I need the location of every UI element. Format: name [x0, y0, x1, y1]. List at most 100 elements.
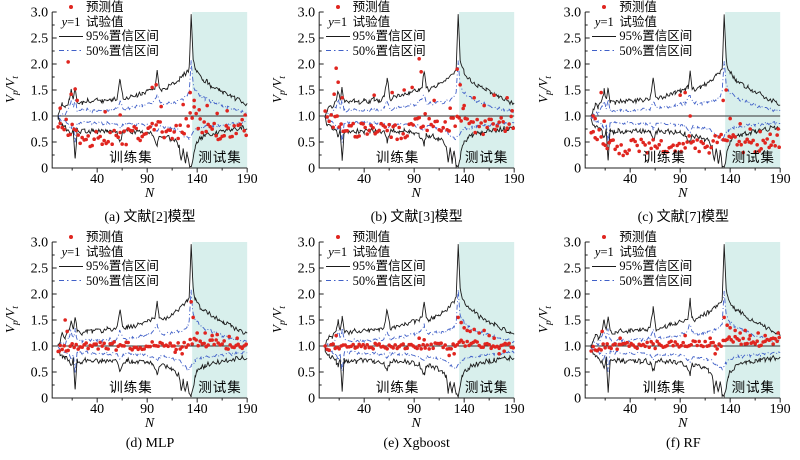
test-set-label: 测试集 [198, 380, 242, 395]
legend-label: 50%置信区间 [86, 273, 159, 288]
ci95-line-icon [589, 35, 619, 37]
prediction-dot-icon [56, 5, 86, 10]
plot-svg: 40 90 140 190 0 0.5 1.0 1.5 2.0 2.5 3.0 [564, 6, 791, 188]
y-axis-label: Vp/Vt [269, 76, 288, 103]
svg-text:1.5: 1.5 [31, 84, 49, 99]
x-axis-label: N [144, 416, 155, 431]
svg-text:0.5: 0.5 [564, 366, 582, 381]
svg-text:0: 0 [574, 392, 581, 407]
svg-text:140: 140 [720, 172, 741, 187]
svg-text:2.5: 2.5 [297, 262, 315, 277]
svg-text:2.5: 2.5 [31, 32, 49, 47]
svg-text:0: 0 [41, 392, 48, 407]
y1-key: y =1 [594, 14, 614, 29]
svg-text:40: 40 [90, 402, 104, 417]
y1-key: y =1 [61, 244, 81, 259]
svg-text:0: 0 [308, 162, 315, 177]
legend-label: 50%置信区间 [619, 43, 693, 58]
svg-text:1.0: 1.0 [297, 110, 315, 125]
prediction-dot-icon [589, 235, 619, 240]
svg-text:140: 140 [720, 402, 741, 417]
panel-c: 40 90 140 190 0 0.5 1.0 1.5 2.0 2.5 3.0 预测值 y =1 试验值… [533, 0, 800, 230]
svg-text:90: 90 [673, 402, 687, 417]
legend: 预测值 y =1 试验值 95%置信区间 50%置信区间 [323, 230, 426, 288]
legend-label: 95%置信区间 [352, 29, 426, 43]
legend-item-ci50: 50%置信区间 [56, 44, 159, 59]
svg-text:2.0: 2.0 [297, 288, 315, 303]
y1-key: y =1 [328, 14, 348, 29]
svg-text:2.0: 2.0 [564, 58, 582, 73]
legend-label: 95%置信区间 [86, 259, 159, 273]
y1-key: y =1 [594, 244, 614, 259]
panel-caption: (c) 文献[7]模型 [637, 210, 729, 225]
legend-label: 50%置信区间 [352, 273, 426, 288]
svg-text:1.5: 1.5 [297, 314, 315, 329]
legend-item-experiment: y =1 试验值 [323, 15, 426, 30]
y1-key: y =1 [61, 14, 81, 29]
svg-text:40: 40 [357, 402, 371, 417]
test-set-label: 测试集 [464, 380, 509, 395]
svg-text:140: 140 [187, 172, 208, 187]
svg-text:1.0: 1.0 [31, 340, 49, 355]
svg-text:90: 90 [140, 172, 154, 187]
legend-item-prediction: 预测值 [56, 0, 159, 15]
svg-text:90: 90 [140, 402, 154, 417]
legend-item-ci95: 95%置信区间 [323, 29, 426, 44]
test-set-label: 测试集 [198, 150, 242, 165]
plot-svg: 40 90 140 190 0 0.5 1.0 1.5 2.0 2.5 3.0 [297, 236, 524, 418]
svg-text:1.5: 1.5 [297, 84, 315, 99]
x-axis-label: N [678, 186, 688, 201]
panel-caption: (e) Xgboost [383, 436, 450, 451]
train-set-label: 训练集 [375, 150, 420, 165]
legend: 预测值 y =1 试验值 95%置信区间 50%置信区间 [589, 0, 692, 58]
x-axis-label: N [678, 416, 688, 431]
legend-label: 50%置信区间 [619, 273, 693, 288]
svg-text:0: 0 [41, 162, 48, 177]
svg-text:2.0: 2.0 [564, 288, 582, 303]
panel-caption: (b) 文献[3]模型 [370, 210, 463, 225]
ci95-line-icon [589, 265, 619, 267]
panel-caption: (d) MLP [125, 436, 175, 451]
svg-text:190: 190 [237, 402, 258, 417]
legend-item-ci95: 95%置信区间 [589, 259, 692, 274]
svg-text:190: 190 [770, 402, 791, 417]
test-set-label: 测试集 [731, 380, 776, 395]
svg-text:3.0: 3.0 [297, 6, 315, 21]
legend-item-ci50: 50%置信区间 [56, 274, 159, 289]
svg-text:190: 190 [503, 402, 524, 417]
ci50-line-icon [56, 50, 86, 52]
svg-text:140: 140 [453, 402, 474, 417]
svg-text:190: 190 [770, 172, 791, 187]
train-set-label: 训练集 [109, 150, 153, 165]
svg-text:1.0: 1.0 [564, 110, 582, 125]
legend-item-prediction: 预测值 [323, 230, 426, 245]
test-set-label: 测试集 [464, 150, 509, 165]
ci95-line-icon [56, 35, 86, 37]
legend-item-prediction: 预测值 [589, 230, 692, 245]
legend: 预测值 y =1 试验值 95%置信区间 50%置信区间 [56, 0, 159, 58]
prediction-dot-icon [56, 235, 86, 240]
plot-svg: 40 90 140 190 0 0.5 1.0 1.5 2.0 2.5 3.0 [564, 236, 791, 418]
panel-d: 40 90 140 190 0 0.5 1.0 1.5 2.0 2.5 3.0 预测值 y =1 试验值… [0, 230, 267, 460]
train-set-label: 训练集 [642, 150, 687, 165]
legend-item-ci50: 50%置信区间 [323, 274, 426, 289]
svg-text:3.0: 3.0 [564, 6, 582, 21]
svg-text:2.5: 2.5 [297, 32, 315, 47]
test-set-label: 测试集 [731, 150, 776, 165]
svg-text:2.5: 2.5 [564, 262, 582, 277]
prediction-dot-icon [589, 5, 619, 10]
legend-label: 试验值 [352, 244, 391, 259]
train-set-label: 训练集 [642, 380, 687, 395]
legend-item-ci50: 50%置信区间 [589, 44, 692, 59]
legend-item-ci95: 95%置信区间 [56, 29, 159, 44]
legend-label: 试验值 [619, 14, 657, 29]
legend-label: 预测值 [352, 0, 391, 14]
legend-label: 试验值 [352, 14, 391, 29]
legend: 预测值 y =1 试验值 95%置信区间 50%置信区间 [56, 230, 159, 288]
svg-text:3.0: 3.0 [31, 6, 49, 21]
legend-item-experiment: y =1 试验值 [56, 15, 159, 30]
legend-item-experiment: y =1 试验值 [589, 15, 692, 30]
legend-item-ci95: 95%置信区间 [589, 29, 692, 44]
svg-text:1.5: 1.5 [564, 314, 582, 329]
ci50-line-icon [323, 280, 353, 282]
